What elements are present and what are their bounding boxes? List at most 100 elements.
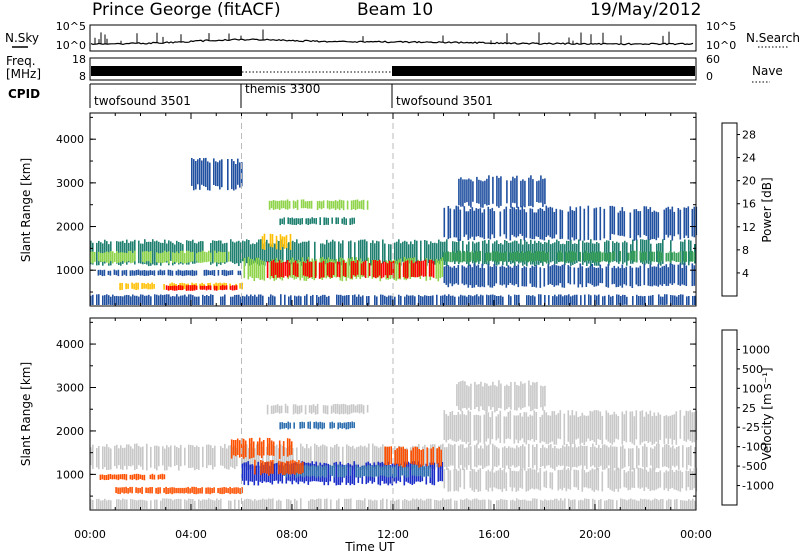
- velocity-cell: [525, 412, 528, 445]
- velocity-cell: [527, 468, 530, 491]
- power-cell: [310, 261, 313, 278]
- power-cell: [177, 269, 180, 276]
- power-cell: [499, 266, 502, 285]
- power-cell: [412, 244, 414, 267]
- power-cell: [605, 266, 608, 287]
- velocity-cell: [288, 461, 290, 475]
- power-cell: [679, 209, 682, 240]
- power-cell: [414, 261, 417, 278]
- power-cell: [135, 282, 137, 290]
- power-cell: [526, 295, 528, 305]
- power-cell: [137, 269, 140, 275]
- power-cell: [209, 285, 212, 291]
- power-cell: [275, 235, 278, 250]
- power-cell: [523, 266, 526, 287]
- power-cell: [453, 265, 456, 285]
- power-cell: [362, 295, 364, 305]
- velocity-cell: [300, 443, 302, 467]
- velocity-cell: [369, 465, 371, 477]
- velocity-cell: [479, 468, 482, 492]
- power-cell: [138, 240, 140, 264]
- velocity-cell: [288, 438, 291, 456]
- power-cell: [570, 296, 572, 305]
- power-cell: [158, 253, 160, 264]
- velocity-cell: [518, 385, 520, 408]
- power-cell: [495, 251, 498, 262]
- power-cell: [612, 241, 614, 262]
- velocity-cell: [567, 410, 570, 442]
- power-cell: [671, 252, 674, 261]
- velocity-cell: [457, 411, 460, 442]
- velocity-cell: [188, 498, 190, 509]
- velocity-cell: [663, 416, 666, 444]
- velocity-cell: [140, 499, 142, 509]
- power-cell: [687, 206, 690, 239]
- power-cell: [567, 252, 570, 261]
- velocity-cell: [569, 415, 572, 445]
- power-cell: [477, 251, 480, 261]
- power-cell: [132, 241, 134, 261]
- velocity-cell: [251, 464, 254, 482]
- power-cell: [112, 294, 114, 305]
- velocity-cell: [431, 462, 434, 485]
- power-cell: [313, 260, 316, 281]
- velocity-cell: [474, 445, 476, 467]
- velocity-cell: [646, 446, 648, 468]
- power-cell: [287, 217, 289, 224]
- velocity-cell: [189, 488, 191, 494]
- power-cell: [205, 286, 208, 291]
- velocity-cell: [585, 415, 588, 442]
- velocity-cell: [634, 499, 636, 509]
- velocity-cell: [166, 498, 168, 509]
- velocity-cell: [572, 499, 574, 509]
- power-cell: [683, 251, 686, 262]
- velocity-cell: [213, 487, 215, 493]
- power-cell: [482, 240, 484, 266]
- power-cell: [392, 260, 395, 279]
- velocity-cell: [326, 405, 329, 415]
- colorbar-tick-label: 24: [742, 152, 756, 165]
- velocity-cell: [266, 446, 268, 471]
- velocity-cell: [244, 499, 246, 509]
- velocity-cell: [455, 469, 458, 491]
- power-cell: [293, 218, 295, 225]
- velocity-cell: [266, 437, 269, 456]
- velocity-cell: [450, 444, 452, 466]
- power-cell: [146, 295, 148, 305]
- power-cell: [272, 259, 275, 279]
- velocity-cell: [546, 500, 548, 509]
- velocity-cell: [117, 487, 119, 494]
- velocity-cell: [677, 470, 680, 491]
- power-cell: [224, 294, 226, 305]
- velocity-cell: [663, 472, 666, 491]
- power-cell: [513, 251, 516, 263]
- velocity-cell: [244, 444, 246, 467]
- velocity-cell: [428, 448, 430, 469]
- power-cell: [335, 258, 338, 278]
- power-cell: [371, 260, 374, 279]
- power-cell: [336, 261, 339, 277]
- power-cell: [376, 240, 378, 263]
- velocity-cell: [316, 445, 318, 471]
- power-cell: [525, 267, 528, 287]
- velocity-cell: [493, 472, 496, 488]
- power-cell: [613, 265, 616, 284]
- power-cell: [125, 283, 127, 290]
- velocity-cell: [162, 498, 164, 509]
- power-cell: [354, 199, 357, 211]
- x-tick-label: 00:00: [74, 528, 106, 541]
- velocity-cell: [284, 462, 286, 475]
- velocity-cell: [131, 474, 134, 480]
- velocity-cell: [448, 443, 450, 467]
- power-cell: [302, 241, 304, 267]
- velocity-cell: [536, 444, 538, 471]
- power-cell: [248, 296, 250, 305]
- power-cell: [613, 206, 616, 235]
- power-cell: [675, 253, 678, 262]
- velocity-cell: [326, 446, 328, 466]
- power-cell: [488, 295, 490, 305]
- power-cell: [543, 250, 546, 262]
- power-cell: [307, 218, 309, 225]
- power-cell: [643, 251, 646, 262]
